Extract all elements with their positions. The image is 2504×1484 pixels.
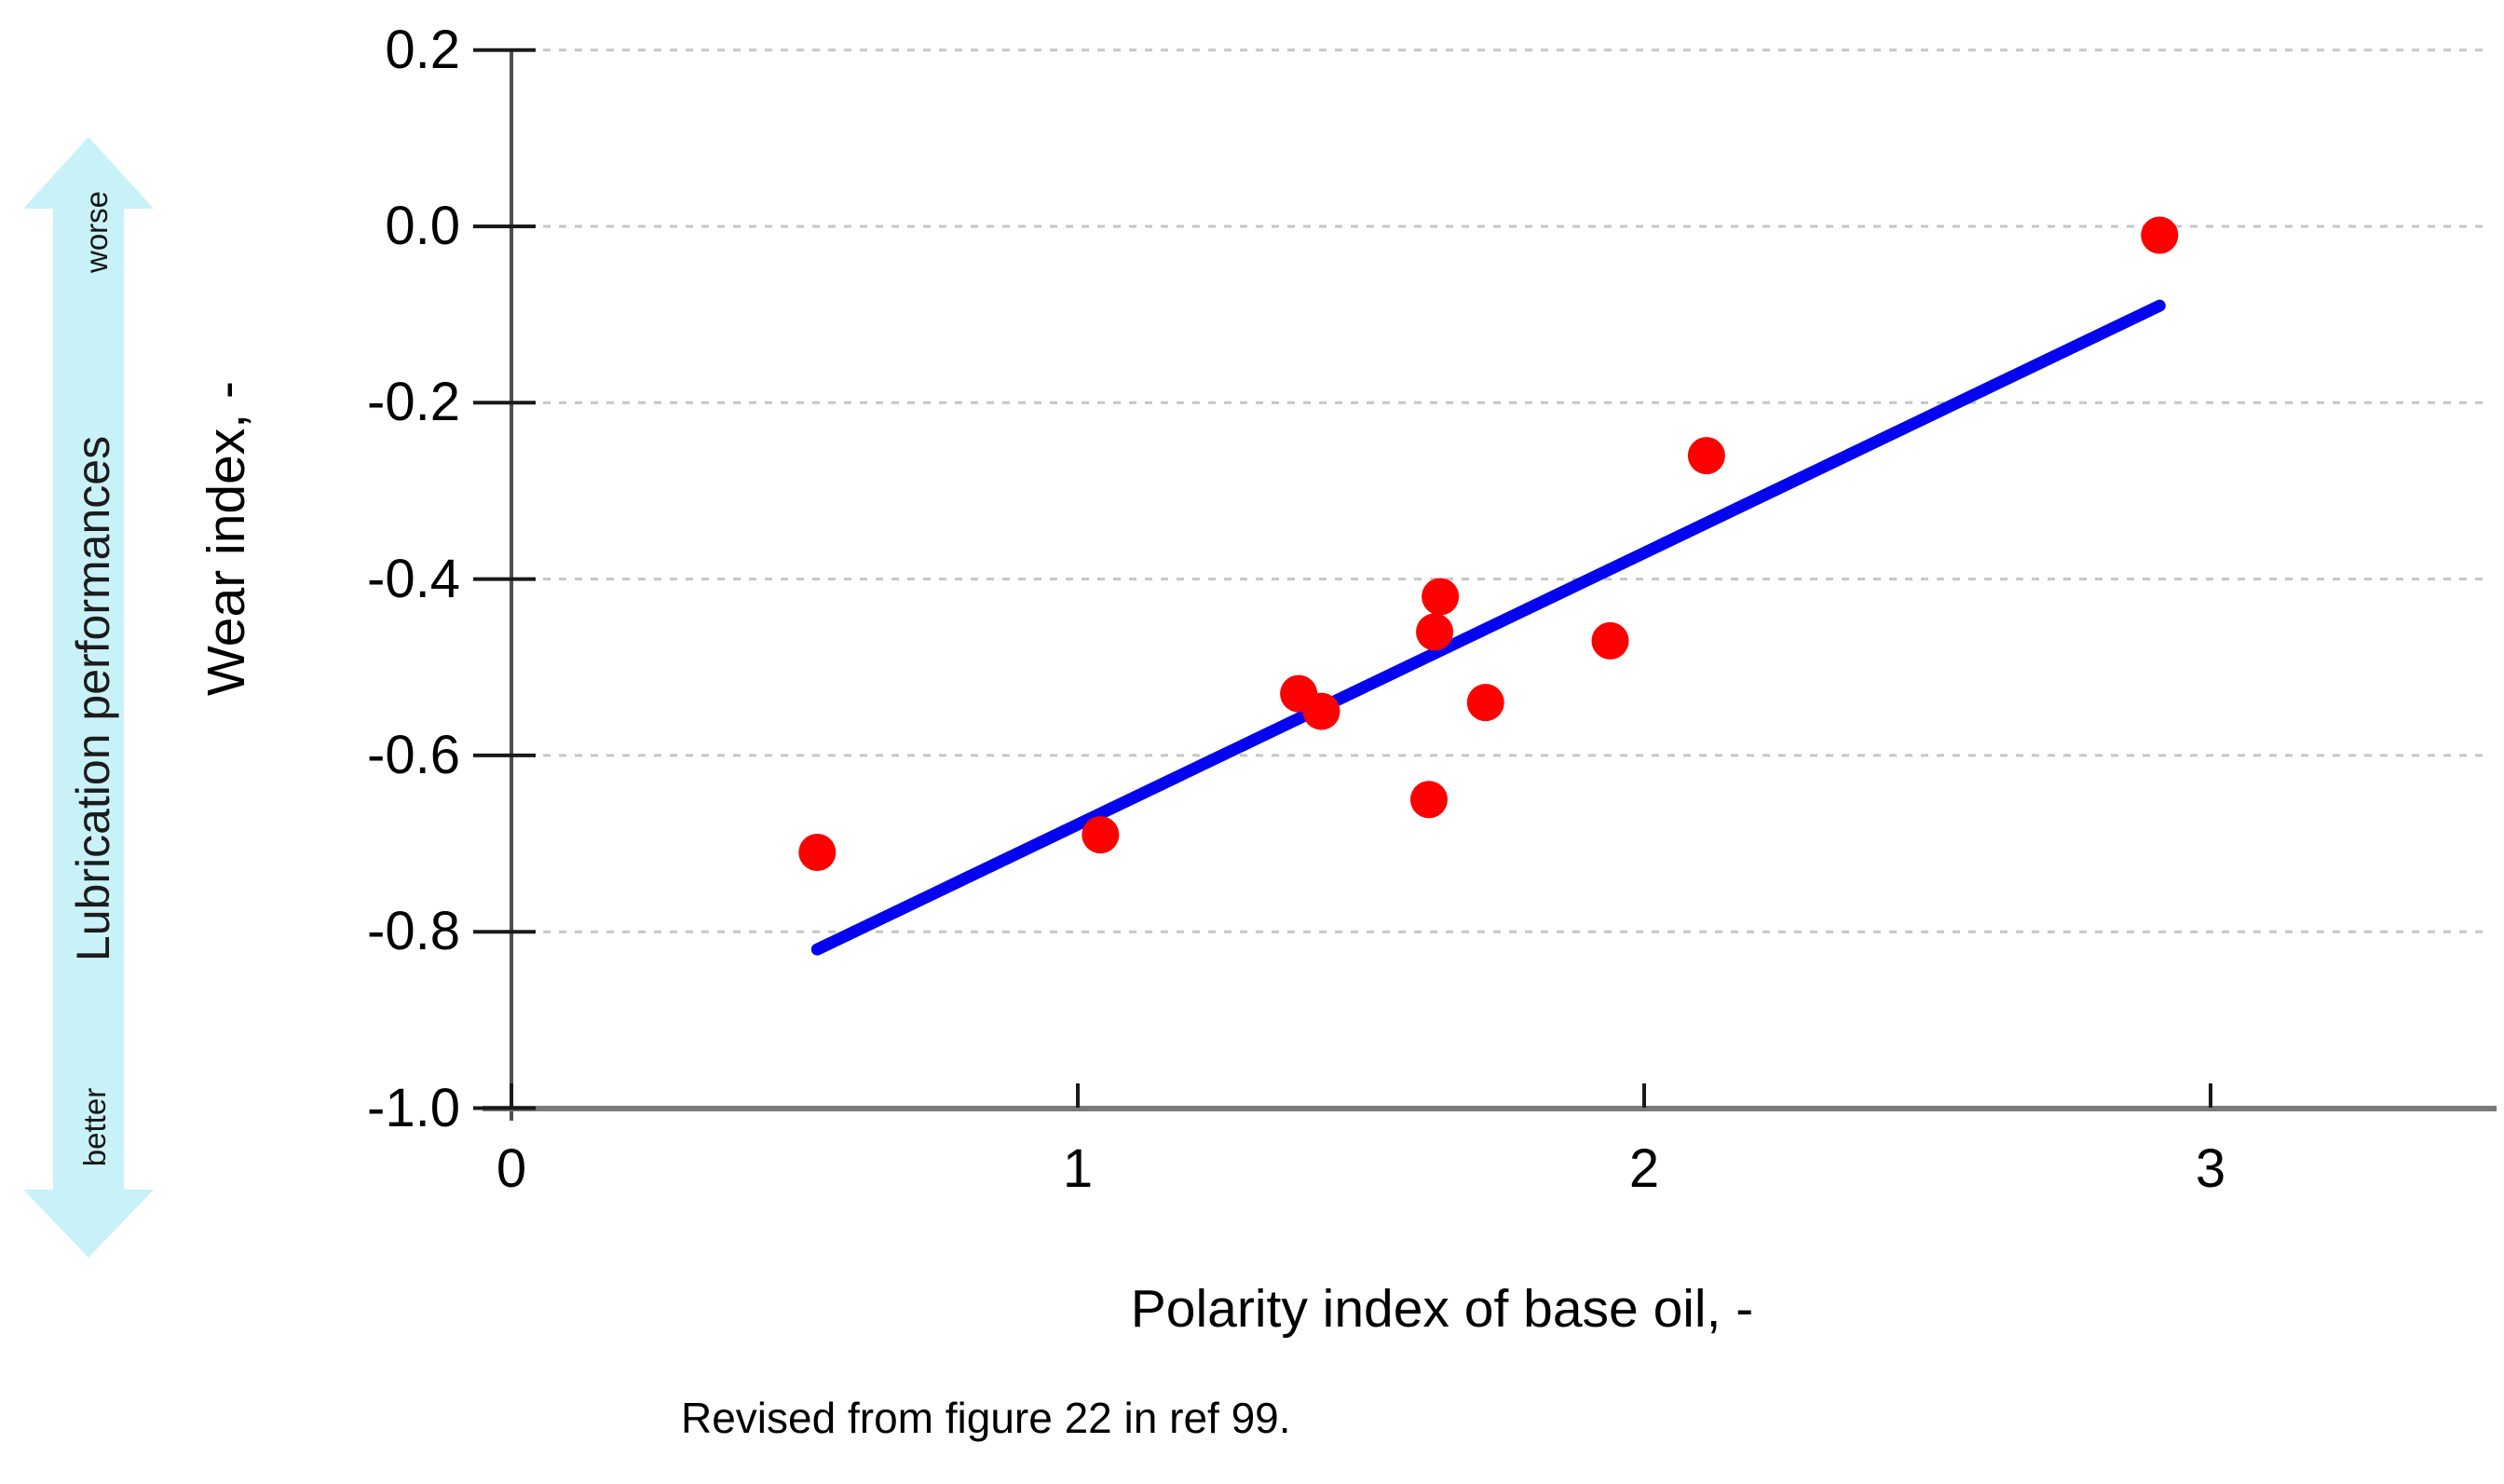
y-tick-label: -0.4	[367, 548, 460, 609]
performance-direction-arrow	[23, 137, 154, 1258]
data-point	[1422, 578, 1460, 616]
x-tick-label: 3	[2195, 1138, 2226, 1199]
trend-line	[810, 299, 2166, 956]
arrow-axis-label: Lubrication performances	[67, 435, 119, 962]
data-point	[1466, 684, 1504, 722]
x-tick-label: 2	[1628, 1138, 1660, 1199]
x-tick-label: 0	[496, 1138, 527, 1199]
data-point	[1082, 816, 1120, 854]
axes	[483, 48, 2497, 1121]
y-axis-title: Wear index, -	[197, 381, 256, 696]
x-axis-title: Polarity index of base oil, -	[1130, 1279, 1754, 1339]
y-tick-label: -0.2	[367, 372, 460, 433]
gridlines	[511, 48, 2485, 933]
y-tick-label: 0.0	[385, 196, 460, 256]
data-point	[1591, 621, 1629, 660]
data-point	[2141, 216, 2179, 254]
arrow-better-label: better	[77, 1087, 112, 1167]
tick-marks	[473, 48, 2212, 1110]
y-tick-label: -1.0	[367, 1077, 460, 1138]
arrow-worse-label: worse	[79, 190, 114, 274]
data-point	[1687, 437, 1725, 475]
y-tick-label: -0.6	[367, 724, 460, 785]
data-point	[1416, 613, 1454, 651]
y-tick-label: 0.2	[385, 19, 460, 80]
data-point	[1409, 781, 1448, 819]
data-series	[798, 216, 2179, 956]
x-tick-label: 1	[1062, 1138, 1094, 1199]
figure-caption: Revised from figure 22 in ref 99.	[681, 1394, 1291, 1442]
data-point	[798, 834, 837, 872]
data-point	[1302, 692, 1340, 730]
y-tick-label: -0.8	[367, 901, 460, 962]
